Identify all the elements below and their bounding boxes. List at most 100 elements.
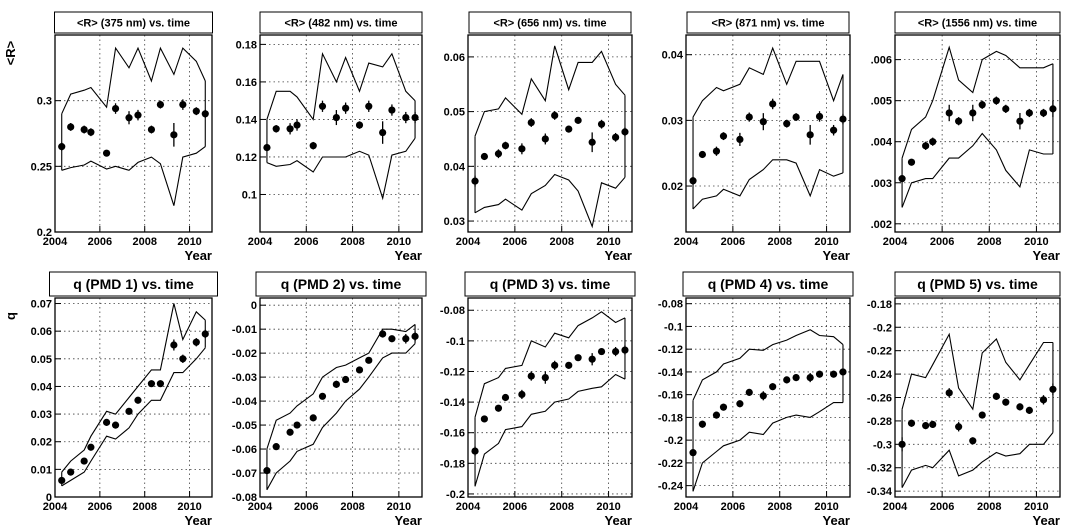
- chart-6-xtick-label-3: 2010: [177, 501, 201, 513]
- chart-2-point-5: [318, 102, 327, 110]
- chart-10-ytick-label-3: -0.28: [867, 416, 892, 428]
- chart-4-point-13: [839, 115, 847, 123]
- chart-10-point-6: [969, 437, 977, 445]
- chart-1-point-0: [58, 143, 66, 151]
- chart-7-ytick-label-6: -0.02: [232, 348, 257, 360]
- chart-10-xlabel: Year: [1033, 513, 1060, 528]
- chart-3-point-11: [597, 120, 606, 128]
- chart-9-title-box: [682, 271, 854, 297]
- chart-5-xtick-label-0: 2004: [883, 236, 908, 248]
- chart-3-point-5: [527, 118, 535, 127]
- chart-5-title: <R> (1556 nm) vs. time: [918, 17, 1037, 29]
- chart-2-point-6: [332, 113, 340, 122]
- chart-4-point-2: [712, 147, 721, 155]
- chart-2-ytick-label-3: 0.16: [236, 77, 257, 89]
- chart-6-point-9: [156, 380, 165, 388]
- chart-2-band-lower: [266, 137, 416, 201]
- chart-5-xlabel: Year: [1033, 248, 1060, 263]
- chart-4-point-4: [736, 135, 744, 144]
- chart-3-xlabel: Year: [605, 248, 632, 263]
- chart-6-band-lower: [61, 347, 206, 487]
- chart-10-point-10: [1016, 403, 1024, 411]
- chart-10-title: q (PMD 5) vs. time: [917, 276, 1038, 292]
- chart-8-point-7: [551, 361, 559, 369]
- chart-7-point-2: [286, 428, 294, 436]
- chart-3-xtick-label-1: 2006: [503, 236, 527, 248]
- chart-2-frame: [259, 34, 423, 233]
- chart-6-point-10: [170, 341, 178, 349]
- chart-2-title: <R> (482 nm) vs. time: [284, 17, 397, 29]
- chart-3-point-3: [501, 141, 510, 150]
- chart-9-point-8: [783, 376, 791, 384]
- chart-6-xlabel: Year: [185, 513, 212, 528]
- chart-7-point-10: [379, 330, 387, 338]
- chart-6-point-5: [111, 421, 120, 429]
- chart-7-point-8: [355, 366, 364, 374]
- chart-3-ytick-label-2: 0.05: [444, 107, 465, 119]
- chart-3-frame: [467, 34, 633, 233]
- chart-8-point-0: [471, 447, 479, 455]
- chart-10-band-lower: [901, 432, 1054, 488]
- chart-4-xtick-label-3: 2010: [814, 236, 838, 248]
- chart-3-point-7: [551, 111, 559, 120]
- chart-6-point-13: [201, 330, 209, 338]
- chart-8-band-lower: [474, 373, 626, 487]
- chart-7-point-1: [272, 443, 280, 451]
- chart-6-title: q (PMD 1) vs. time: [73, 276, 194, 292]
- chart-2-point-10: [379, 128, 387, 137]
- chart-9-xtick-label-1: 2006: [721, 501, 745, 513]
- chart-7-xtick-label-1: 2006: [294, 501, 318, 513]
- chart-9-point-9: [792, 374, 800, 382]
- chart-6-ytick-label-2: 0.02: [31, 437, 52, 449]
- chart-3-xtick-label-2: 2008: [549, 236, 573, 248]
- chart-5-point-10: [1016, 117, 1024, 125]
- chart-4: 2004 2006 2008 2010 0.02 0.03 0.04 Year <R> (871…: [662, 11, 851, 263]
- chart-9-ytick-label-2: -0.2: [664, 435, 683, 447]
- chart-8-ytick-label-1: -0.18: [440, 458, 465, 470]
- chart-4-title: <R> (871 nm) vs. time: [711, 17, 824, 29]
- chart-5-frame: [894, 34, 1061, 233]
- chart-5-point-1: [907, 158, 916, 166]
- chart-3-point-10: [588, 138, 596, 146]
- chart-4-point-5: [745, 113, 753, 121]
- chart-4-point-10: [806, 131, 814, 139]
- chart-3-point-6: [541, 135, 549, 143]
- chart-1-frame: [54, 34, 213, 233]
- chart-10-point-9: [1002, 398, 1010, 406]
- chart-3-ytick-label-1: 0.04: [444, 161, 466, 173]
- chart-4-ytick-label-0: 0.02: [662, 181, 683, 193]
- chart-7-xtick-label-3: 2010: [387, 501, 411, 513]
- chart-9-ytick-label-0: -0.24: [658, 481, 684, 493]
- chart-1-point-7: [134, 111, 142, 119]
- chart-10: 2004 2006 2008 2010 -0.34 -0.32 -0.3 -0.28 -0.26…: [867, 271, 1061, 528]
- chart-8-point-4: [518, 390, 526, 399]
- chart-9-point-3: [719, 403, 728, 411]
- chart-6-point-1: [67, 468, 75, 476]
- chart-6-ytick-label-1: 0.01: [31, 464, 52, 476]
- chart-6-ytick-label-7: 0.07: [31, 299, 52, 311]
- chart-8-title: q (PMD 3) vs. time: [490, 276, 611, 292]
- chart-1-xtick-label-0: 2004: [43, 236, 68, 248]
- chart-7-ytick-label-8: 0: [251, 300, 257, 312]
- chart-8-ytick-label-3: -0.14: [440, 397, 466, 409]
- chart-7-point-6: [332, 380, 340, 388]
- chart-10-point-5: [955, 423, 963, 431]
- chart-2-xtick-label-0: 2004: [248, 236, 273, 248]
- chart-6-ytick-label-3: 0.03: [31, 409, 52, 421]
- chart-8-title-box: [464, 271, 636, 297]
- chart-2-point-9: [365, 102, 373, 110]
- chart-4-point-6: [759, 118, 767, 126]
- chart-1-point-2: [80, 125, 88, 134]
- chart-2-point-7: [342, 104, 350, 112]
- chart-8-xlabel: Year: [605, 513, 632, 528]
- chart-6-point-8: [147, 380, 156, 388]
- chart-9-band-upper: [692, 329, 844, 401]
- chart-8-xtick-label-1: 2006: [503, 501, 527, 513]
- chart-1-point-5: [111, 104, 120, 113]
- chart-7-frame: [259, 297, 423, 498]
- chart-10-ytick-label-0: -0.34: [867, 486, 893, 498]
- chart-1-title: <R> (375 nm) vs. time: [77, 17, 190, 29]
- chart-4-ytick-label-2: 0.04: [662, 50, 684, 62]
- chart-3-point-13: [621, 128, 629, 136]
- chart-5-ytick-label-4: .006: [871, 55, 892, 67]
